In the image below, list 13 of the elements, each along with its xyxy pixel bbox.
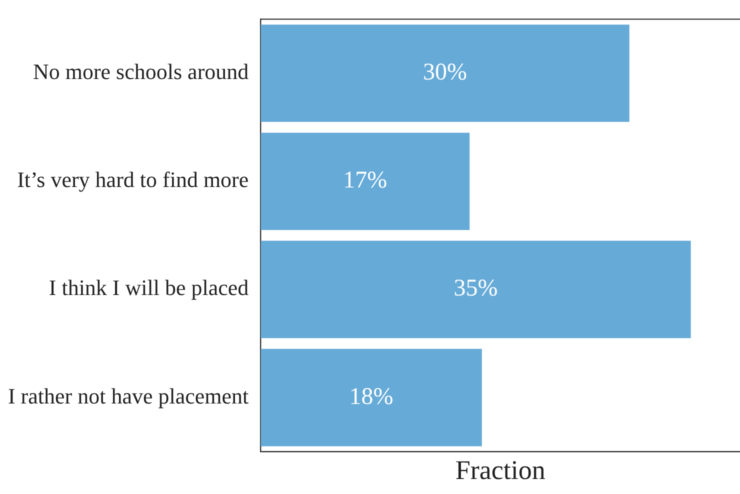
x-axis-title: Fraction bbox=[455, 454, 546, 485]
data-label: 35% bbox=[454, 276, 498, 302]
y-tick-label: I think I will be placed bbox=[48, 275, 249, 300]
bar bbox=[260, 348, 482, 446]
y-tick-label: It’s very hard to find more bbox=[17, 167, 249, 192]
bar bbox=[260, 24, 630, 122]
data-label: 18% bbox=[349, 384, 394, 410]
data-label: 30% bbox=[423, 60, 468, 86]
y-tick-label: No more schools around bbox=[32, 59, 249, 84]
data-label: 17% bbox=[343, 168, 388, 194]
y-tick-label: I rather not have placement bbox=[8, 383, 249, 408]
bar bbox=[260, 240, 691, 338]
bar bbox=[260, 132, 470, 230]
